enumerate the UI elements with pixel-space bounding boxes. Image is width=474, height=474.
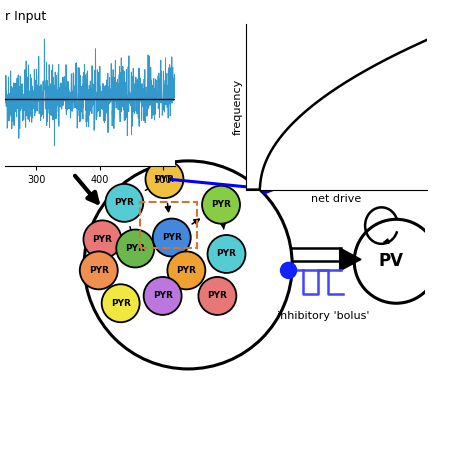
Text: PYR: PYR	[217, 249, 237, 258]
Circle shape	[153, 219, 191, 256]
Text: PYR: PYR	[114, 199, 134, 207]
Circle shape	[80, 251, 118, 289]
Circle shape	[83, 220, 121, 258]
Circle shape	[202, 186, 240, 224]
Text: r Input: r Input	[5, 9, 46, 23]
Text: PYR: PYR	[208, 292, 228, 301]
Circle shape	[167, 251, 205, 289]
Circle shape	[102, 284, 140, 322]
Text: PYR: PYR	[162, 233, 182, 242]
Circle shape	[146, 160, 183, 198]
X-axis label: net drive: net drive	[311, 194, 362, 204]
Circle shape	[144, 277, 182, 315]
Text: PYR: PYR	[89, 266, 109, 275]
Text: PYR: PYR	[111, 299, 131, 308]
Circle shape	[105, 184, 143, 222]
Circle shape	[281, 263, 297, 278]
Y-axis label: frequency: frequency	[232, 79, 242, 135]
Text: PV: PV	[378, 252, 403, 270]
Text: PYR: PYR	[155, 174, 174, 183]
Circle shape	[199, 277, 237, 315]
Circle shape	[116, 229, 154, 267]
Text: PYR: PYR	[176, 266, 196, 275]
Text: PYR: PYR	[211, 200, 231, 209]
Text: PYR: PYR	[153, 292, 173, 301]
Text: inhibitory 'bolus': inhibitory 'bolus'	[277, 310, 369, 320]
Text: PYR: PYR	[92, 235, 112, 244]
Bar	[140, 202, 197, 248]
Circle shape	[208, 235, 246, 273]
Polygon shape	[340, 248, 361, 271]
Text: PYR: PYR	[125, 244, 145, 253]
